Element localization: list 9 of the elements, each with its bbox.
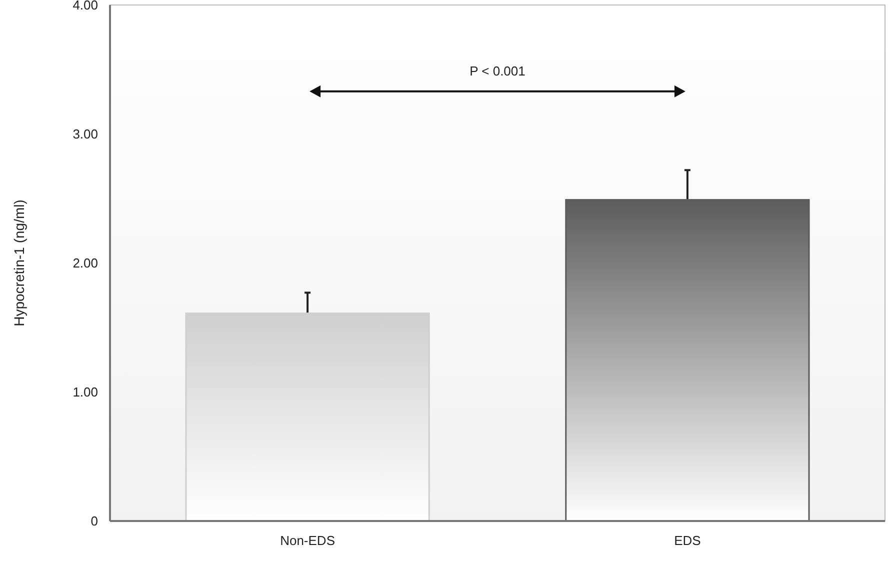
y-tick-label: 4.00 [72, 0, 98, 13]
y-axis-title: Hypocretin-1 (ng/ml) [11, 200, 27, 326]
annotation: P < 0.001 [470, 63, 526, 78]
y-tick-label: 3.00 [72, 126, 98, 142]
y-tick-label: 1.00 [72, 384, 98, 400]
y-tick-label: 0 [90, 514, 98, 529]
x-tick-label: EDS [674, 533, 702, 548]
y-tick-label: 2.00 [72, 256, 98, 271]
x-tick-label: Non-EDS [280, 533, 336, 548]
